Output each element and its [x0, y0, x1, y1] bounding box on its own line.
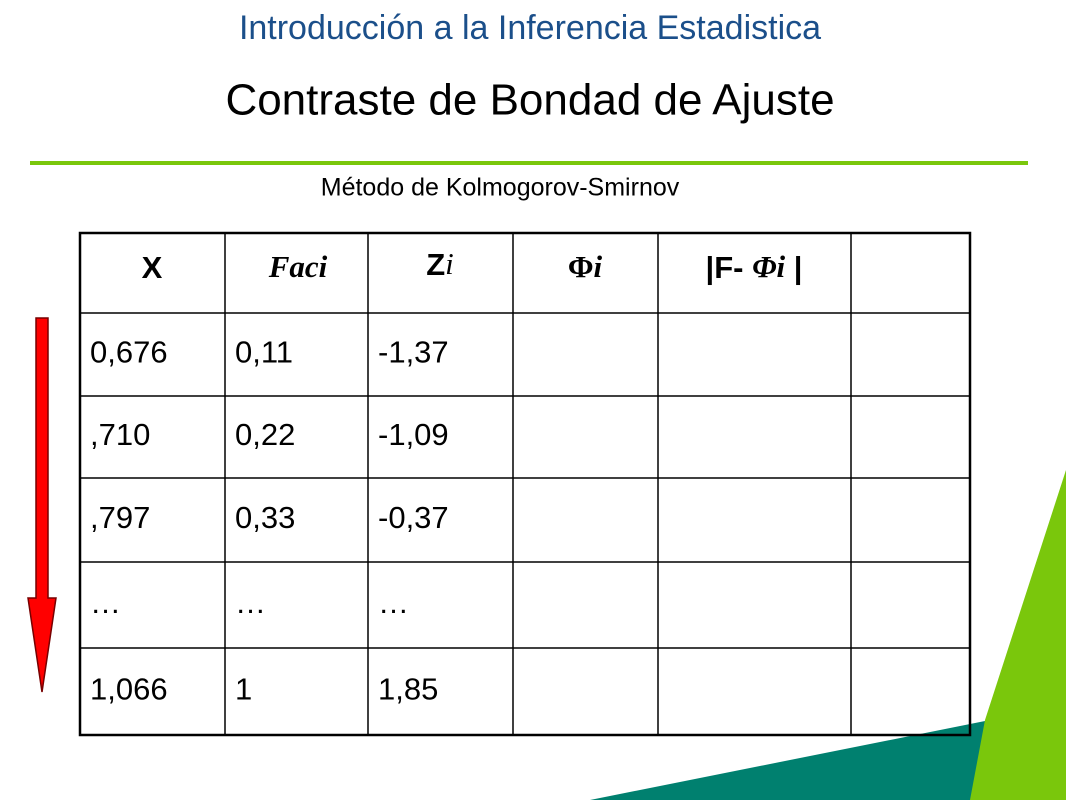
header-text: Φ — [752, 249, 776, 284]
header-text: i — [777, 249, 786, 284]
header-text: X — [142, 250, 163, 285]
header-cell: Zi — [426, 246, 454, 282]
table-cell: 0,22 — [235, 417, 295, 452]
header-text: i — [445, 246, 454, 281]
table-grid — [78, 231, 972, 737]
table-cell: 0,676 — [90, 335, 168, 370]
header-cell: |F- Φi | — [706, 249, 803, 285]
table-body: 0,676 0,11 -1,37 ,710 0,22 -1,09 ,797 0,33 -0,37… — [90, 335, 449, 707]
table-cell: 0,33 — [235, 500, 295, 535]
header-cell: Faci — [268, 249, 328, 284]
table-cell: 1,85 — [378, 672, 438, 707]
table-cell: -1,37 — [378, 335, 449, 370]
subtitle: Contraste de Bondad de Ajuste — [225, 76, 834, 125]
table-border — [78, 231, 972, 737]
red-arrow — [27, 317, 57, 693]
table-cell: -0,37 — [378, 500, 449, 535]
table-cell: -1,09 — [378, 417, 449, 452]
header-cell: Φi — [568, 249, 603, 284]
table-cell: … — [378, 585, 409, 620]
table-cell: … — [90, 585, 121, 620]
method: Método de Kolmogorov-Smirnov — [321, 174, 680, 202]
table-cell: 0,11 — [235, 335, 293, 370]
header-text: | — [785, 250, 802, 285]
arrow-shape — [27, 317, 57, 693]
table-cell: ,797 — [90, 500, 150, 535]
header-text: Faci — [268, 249, 328, 284]
header-text: i — [594, 249, 603, 284]
title: Introducción a la Inferencia Estadistica — [239, 9, 821, 47]
table-header: X Faci Zi Φi |F- Φi | — [142, 246, 803, 285]
table-cell: ,710 — [90, 417, 150, 452]
header-cell: X — [142, 250, 163, 285]
header-text: Z — [426, 247, 445, 282]
decor-green — [970, 470, 1066, 800]
decor-teal — [590, 700, 1066, 800]
header-text: |F- — [706, 250, 753, 285]
header-text: Φ — [568, 249, 594, 284]
table-cell: 1,066 — [90, 672, 168, 707]
table-cell: 1 — [235, 672, 252, 707]
table-cell: … — [235, 585, 266, 620]
